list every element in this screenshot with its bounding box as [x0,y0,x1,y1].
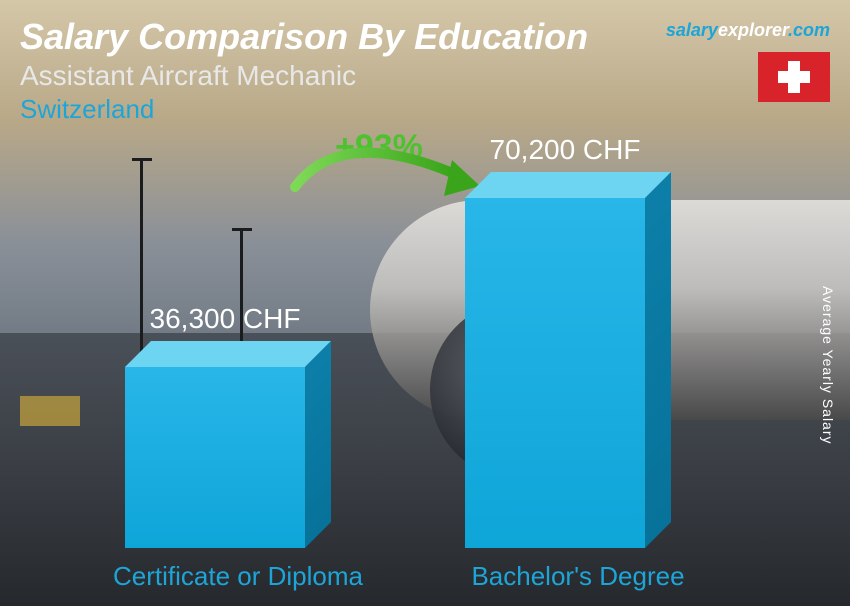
bar-value-label: 70,200 CHF [455,134,675,166]
bar-side-face [305,341,331,548]
bar-category-label: Certificate or Diploma [108,561,368,592]
bar-certificate: 36,300 CHF [125,367,325,548]
bar-top-face [125,341,331,367]
bar-chart: 36,300 CHF 70,200 CHF Certificate or Dip… [0,86,850,606]
bar-category-label: Bachelor's Degree [448,561,708,592]
bar-front-face [465,198,645,548]
brand-part-a: salary [666,20,718,40]
bar-front-face [125,367,305,548]
y-axis-label: Average Yearly Salary [820,286,836,445]
brand-part-c: .com [788,20,830,40]
bar-top-face [465,172,671,198]
bars-container: 36,300 CHF 70,200 CHF [0,128,790,548]
bar-side-face [645,172,671,548]
brand-part-b: explorer [718,20,788,40]
brand-logo: salaryexplorer.com [666,20,830,41]
bar-value-label: 36,300 CHF [115,303,335,335]
bar-bachelor: 70,200 CHF [465,198,665,548]
